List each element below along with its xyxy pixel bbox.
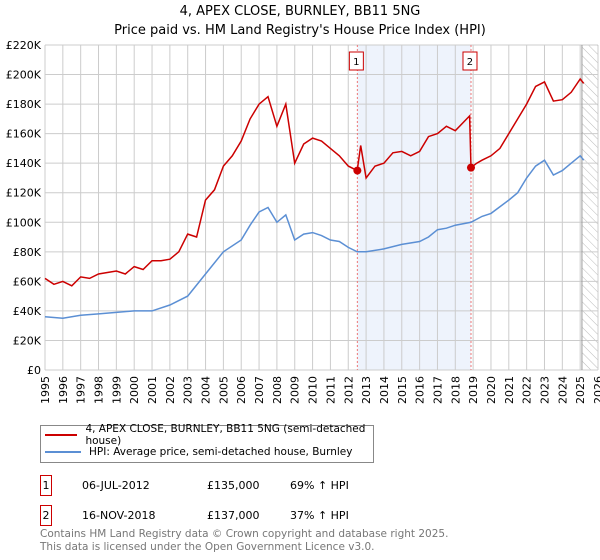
x-tick-label: 2002: [164, 376, 177, 404]
y-tick-label: £120K: [6, 187, 42, 200]
x-tick-label: 2019: [467, 376, 480, 404]
x-tick-label: 1995: [39, 376, 52, 404]
x-tick-label: 2008: [271, 376, 284, 404]
transaction-row: 1 06-JUL-2012 £135,000 69% ↑ HPI: [40, 475, 349, 496]
sale-marker-label: 1: [353, 57, 359, 68]
sale-marker-box: [462, 51, 478, 71]
sale-price: £137,000: [207, 509, 260, 522]
future-hatch: [581, 45, 598, 370]
footer-line: This data is licensed under the Open Gov…: [40, 540, 375, 553]
legend-swatch-price: [45, 433, 78, 436]
x-tick-label: 2021: [503, 376, 516, 404]
hpi-change: 37% ↑ HPI: [290, 509, 349, 522]
series-line: [44, 154, 585, 320]
x-tick-label: 2020: [485, 376, 498, 404]
marker-label: 2: [40, 505, 52, 526]
legend-swatch-hpi: [45, 450, 81, 453]
x-tick-label: 2001: [146, 376, 159, 404]
y-tick-label: £20K: [13, 334, 42, 347]
y-tick-label: £220K: [6, 39, 42, 52]
x-tick-label: 2007: [253, 376, 266, 404]
x-tick-label: 1999: [110, 376, 123, 404]
x-tick-label: 2009: [289, 376, 302, 404]
y-tick-label: £100K: [6, 216, 42, 229]
x-tick-label: 2000: [128, 376, 141, 404]
legend-price: 4, APEX CLOSE, BURNLEY, BB11 5NG (semi-d…: [85, 422, 366, 447]
chart: 1995 1996 1997 1998 1999 2000 2001 2002 2003 2004…: [6, 39, 600, 404]
sale-price: £135,000: [207, 479, 260, 492]
sale-date: 16-NOV-2018: [82, 509, 156, 522]
x-tick-label: 2017: [431, 376, 444, 404]
x-tick-label: 2005: [217, 376, 230, 404]
y-tick-label: £200K: [6, 69, 42, 82]
x-tick-label: 2006: [235, 376, 248, 404]
hpi-change: 69% ↑ HPI: [290, 479, 349, 492]
transaction-row: 2 16-NOV-2018 £137,000 37% ↑ HPI: [40, 505, 349, 526]
title-line: 4, APEX CLOSE, BURNLEY, BB11 5NG: [179, 4, 421, 19]
legend: 4, APEX CLOSE, BURNLEY, BB11 5NG (semi-d…: [40, 422, 374, 463]
legend-hpi: HPI: Average price, semi-detached house,…: [89, 445, 353, 458]
y-tick-label: £0: [27, 364, 41, 377]
y-tick-label: £160K: [6, 128, 42, 141]
x-tick-label: 1996: [57, 376, 70, 404]
y-tick-label: £180K: [6, 98, 42, 111]
x-tick-label: 2022: [521, 376, 534, 404]
x-tick-label: 2026: [592, 376, 600, 404]
x-tick-label: 1998: [93, 376, 106, 404]
x-tick-label: 2014: [378, 376, 391, 404]
sale-point: [466, 163, 475, 172]
sale-date: 06-JUL-2012: [82, 479, 150, 492]
x-tick-label: 2013: [360, 376, 373, 404]
marker-label: 1: [40, 475, 52, 496]
sale-marker-label: 2: [467, 57, 473, 68]
x-tick-label: 2015: [396, 376, 409, 404]
sale-period-shading: [357, 45, 471, 370]
y-tick-label: £60K: [13, 275, 42, 288]
footer-line: Contains HM Land Registry data © Crown c…: [40, 528, 449, 540]
x-tick-label: 2011: [324, 376, 337, 404]
series-line: [44, 77, 585, 287]
subtitle-line: Price paid vs. HM Land Registry's House …: [114, 23, 486, 38]
x-tick-label: 2012: [342, 376, 355, 404]
x-tick-label: 2023: [538, 376, 551, 404]
y-tick-label: £80K: [13, 246, 42, 259]
y-tick-label: £140K: [6, 157, 42, 170]
x-tick-label: 2010: [307, 376, 320, 404]
x-tick-label: 2016: [414, 376, 427, 404]
x-tick-label: 2024: [556, 376, 569, 404]
x-tick-label: 1997: [75, 376, 88, 404]
x-tick-label: 2004: [200, 376, 213, 404]
sale-marker-box: [348, 51, 364, 71]
y-tick-label: £40K: [13, 305, 42, 318]
footer: Contains HM Land Registry data © Crown c…: [40, 528, 448, 553]
sale-point: [353, 166, 362, 175]
x-tick-label: 2003: [182, 376, 195, 404]
chart-title: 4, APEX CLOSE, BURNLEY, BB11 5NG Price p…: [0, 2, 600, 40]
x-tick-label: 2018: [449, 376, 462, 404]
x-tick-label: 2025: [574, 376, 587, 404]
